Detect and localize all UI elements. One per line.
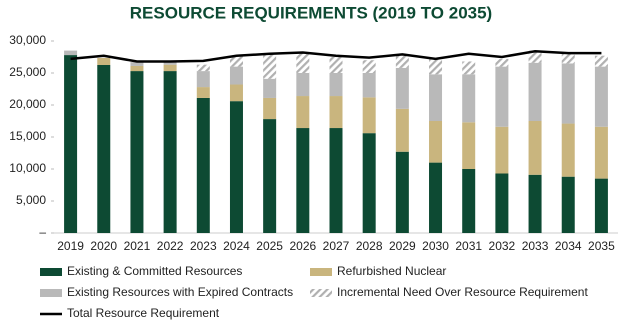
- bar-segment: [196, 87, 210, 98]
- bar-segment: [362, 97, 376, 134]
- bar-segment: [594, 66, 608, 127]
- bar-segment: [296, 96, 310, 129]
- legend-swatch: [40, 268, 62, 276]
- bar-segment: [229, 66, 243, 85]
- bar-segment: [462, 61, 476, 75]
- x-tick-label: 2021: [124, 239, 151, 253]
- chart-title: RESOURCE REQUIREMENTS (2019 TO 2035): [130, 3, 492, 22]
- legend-swatch: [310, 289, 332, 297]
- x-tick-label: 2024: [223, 239, 250, 253]
- x-tick-label: 2027: [323, 239, 350, 253]
- x-tick-label: 2030: [422, 239, 449, 253]
- bar-segment: [296, 128, 310, 233]
- bar-segment: [196, 97, 210, 234]
- bar-segment: [263, 97, 277, 120]
- legend-label: Refurbished Nuclear: [337, 264, 446, 278]
- bar-segment: [528, 62, 542, 121]
- bar-segment: [64, 50, 78, 56]
- bar-segment: [196, 71, 210, 88]
- bar-segment: [462, 169, 476, 233]
- bar-segment: [296, 73, 310, 97]
- x-tick-label: 2029: [389, 239, 416, 253]
- x-tick-label: 2023: [190, 239, 217, 253]
- bar-segment: [163, 64, 177, 72]
- bar-segment: [130, 71, 144, 233]
- bar-segment: [495, 66, 509, 127]
- y-tick-label: 25,000: [9, 65, 46, 79]
- bar-segment: [362, 73, 376, 98]
- bar-segment: [495, 126, 509, 174]
- x-tick-label: 2019: [57, 239, 84, 253]
- bar-segment: [395, 67, 409, 109]
- bar-segment: [462, 74, 476, 123]
- y-tick-label: 10,000: [9, 161, 46, 175]
- bar-segment: [395, 151, 409, 233]
- bar-segment: [429, 74, 443, 121]
- bar-segment: [263, 78, 277, 98]
- bar-segment: [528, 50, 542, 63]
- x-tick-label: 2025: [256, 239, 283, 253]
- bar-segment: [263, 54, 277, 79]
- bar-segment: [130, 65, 144, 72]
- bar-segment: [561, 123, 575, 177]
- bar-segment: [495, 173, 509, 233]
- bar-segment: [528, 174, 542, 233]
- legend-label: Existing & Committed Resources: [67, 264, 242, 278]
- bar-segment: [528, 121, 542, 175]
- bar-segment: [362, 133, 376, 233]
- x-tick-label: 2035: [588, 239, 615, 253]
- bar-segment: [329, 73, 343, 97]
- bar-segment: [163, 62, 177, 65]
- x-tick-label: 2033: [522, 239, 549, 253]
- bar-segment: [329, 96, 343, 129]
- bar-segment: [229, 101, 243, 233]
- bar-segment: [495, 58, 509, 67]
- x-tick-label: 2032: [489, 239, 516, 253]
- bar-segment: [329, 57, 343, 73]
- legend-label: Total Resource Requirement: [67, 306, 220, 320]
- bar-segment: [263, 119, 277, 233]
- bar-segment: [395, 55, 409, 68]
- bar-segment: [462, 122, 476, 169]
- x-tick-label: 2020: [90, 239, 117, 253]
- bar-segment: [429, 121, 443, 163]
- x-tick-label: 2028: [356, 239, 383, 253]
- legend-swatch: [310, 268, 332, 276]
- bar-segment: [229, 84, 243, 102]
- bar-segment: [429, 58, 443, 75]
- x-tick-label: 2022: [157, 239, 184, 253]
- x-tick-label: 2031: [455, 239, 482, 253]
- bar-segment: [329, 128, 343, 233]
- bar-segment: [594, 126, 608, 179]
- y-tick-label: 5,000: [16, 193, 46, 207]
- bar-segment: [362, 60, 376, 73]
- bar-segment: [561, 53, 575, 64]
- bar-segment: [64, 55, 78, 233]
- bar-segment: [163, 71, 177, 233]
- legend-label: Incremental Need Over Resource Requireme…: [337, 285, 588, 299]
- x-tick-label: 2026: [289, 239, 316, 253]
- bar-segment: [594, 178, 608, 233]
- y-tick-label: –: [39, 225, 46, 239]
- bar-segment: [229, 56, 243, 67]
- bar-segment: [395, 108, 409, 152]
- bar-segment: [561, 176, 575, 233]
- legend-label: Existing Resources with Expired Contract…: [67, 285, 293, 299]
- total-line: [70, 49, 602, 63]
- legend-swatch: [40, 289, 62, 297]
- bar-segment: [97, 57, 111, 65]
- bar-segment: [97, 65, 111, 233]
- bar-segment: [594, 55, 608, 67]
- bar-segment: [429, 162, 443, 233]
- x-tick-label: 2034: [555, 239, 582, 253]
- bar-segment: [296, 53, 310, 73]
- bar-segment: [196, 64, 210, 72]
- y-tick-label: 30,000: [9, 33, 46, 47]
- bar-segment: [130, 62, 144, 66]
- y-tick-label: 15,000: [9, 129, 46, 143]
- bar-segment: [561, 63, 575, 124]
- y-tick-label: 20,000: [9, 97, 46, 111]
